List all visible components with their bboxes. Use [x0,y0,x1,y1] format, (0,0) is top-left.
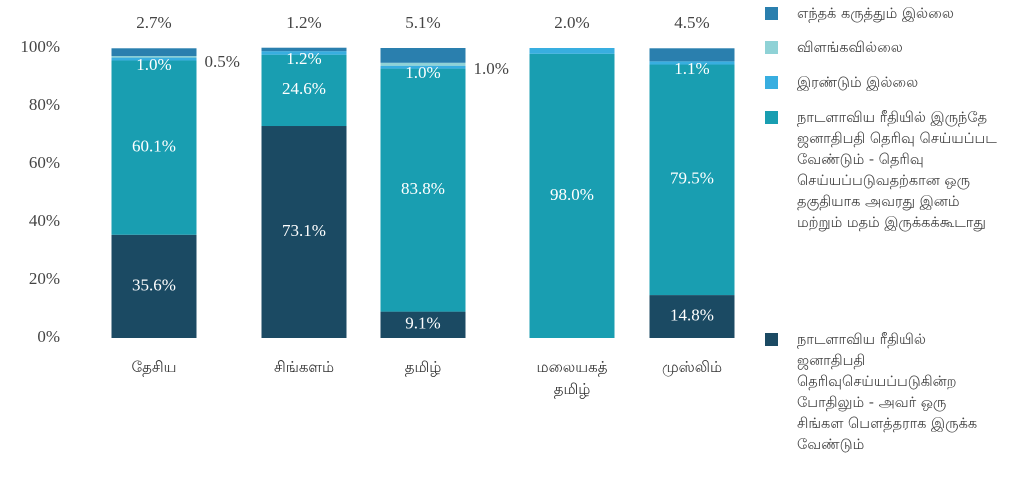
x-tick-label: முஸ்லிம் [661,358,723,376]
x-tick-label: மலையகத் தமிழ் [536,358,608,398]
legend-swatch [765,7,778,20]
bar-segment [111,60,197,235]
legend-item: இரண்டும் இல்லை [765,73,1025,94]
legend-label: எந்தக் கருத்தும் இல்லை [797,6,954,22]
legend-label: விளங்கவில்லை [797,40,903,56]
bar-segment [261,51,347,55]
value-label: 79.5% [670,169,714,188]
value-label: 14.8% [670,305,714,324]
bar-segment [649,295,735,338]
bar-segment [649,64,735,296]
bar-segment [111,48,197,57]
bar-segment [261,54,347,127]
value-label: 83.8% [401,179,445,198]
bar-segment [649,61,735,65]
bar-segment [111,56,197,58]
value-label: 73.1% [282,221,326,240]
legend-swatch [765,41,778,54]
bar-segment [380,65,466,69]
value-label: 35.6% [132,275,176,294]
value-label: 24.6% [282,79,326,98]
value-label: 1.0% [136,55,171,74]
legend-swatch [765,76,778,89]
bar-segment [380,311,466,338]
bar-segment [261,126,347,338]
bar-segment [261,47,347,52]
legend-item: நாடளாவிய ரீதியில் இருந்தே ஜனாதிபதி தெரிவ… [765,108,1025,234]
bar-segment [380,62,466,66]
bar-segment [380,48,466,63]
value-label: 0.5% [205,52,240,71]
x-tick-label: தமிழ் [404,358,442,376]
y-tick-label: 0% [37,327,60,346]
legend-item: நாடளாவிய ரீதியில் ஜனாதிபதி தெரிவுசெய்யப்… [765,330,1025,456]
value-label: 60.1% [132,137,176,156]
value-label: 2.7% [136,13,171,32]
value-label: 9.1% [405,314,440,333]
value-label: 1.1% [674,59,709,78]
value-label: 4.5% [674,13,709,32]
legend-label: இரண்டும் இல்லை [797,75,919,91]
value-label: 1.0% [405,63,440,82]
value-label: 1.0% [474,59,509,78]
value-label: 5.1% [405,13,440,32]
bar-segment [649,48,735,62]
bar-segment [529,48,615,54]
legend-label: நாடளாவிய ரீதியில் இருந்தே ஜனாதிபதி தெரிவ… [797,110,997,231]
value-label: 1.2% [286,13,321,32]
y-tick-label: 20% [29,269,60,288]
x-tick-label: சிங்களம் [273,358,335,376]
legend-item: விளங்கவில்லை [765,38,1025,59]
x-tick-label: தேசிய [131,358,177,376]
bar-segment [111,57,197,61]
value-label: 1.2% [286,49,321,68]
bar-segment [529,53,615,339]
value-label: 98.0% [550,185,594,204]
bar-segment [111,234,197,338]
legend-label: நாடளாவிய ரீதியில் ஜனாதிபதி தெரிவுசெய்யப்… [797,332,978,453]
y-tick-label: 100% [20,37,60,56]
y-tick-label: 80% [29,95,60,114]
value-label: 2.0% [554,13,589,32]
y-tick-label: 40% [29,211,60,230]
y-tick-label: 60% [29,153,60,172]
bar-segment [380,68,466,312]
legend-swatch [765,333,778,346]
legend-item: எந்தக் கருத்தும் இல்லை [765,4,1025,25]
legend-swatch [765,111,778,124]
